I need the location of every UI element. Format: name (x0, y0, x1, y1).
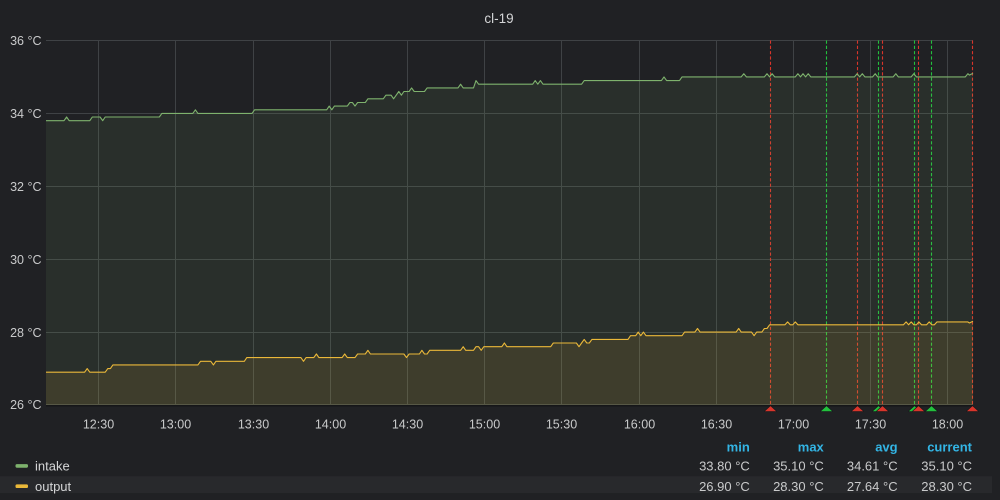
svg-text:14:30: 14:30 (392, 418, 423, 432)
svg-text:36 °C: 36 °C (10, 34, 41, 48)
svg-text:16:30: 16:30 (701, 418, 732, 432)
svg-text:26 °C: 26 °C (10, 398, 41, 412)
svg-text:14:00: 14:00 (315, 418, 346, 432)
svg-text:35.10 °C: 35.10 °C (921, 459, 972, 474)
svg-text:28 °C: 28 °C (10, 326, 41, 340)
svg-text:28.30 °C: 28.30 °C (773, 479, 824, 494)
svg-text:avg: avg (875, 440, 897, 455)
svg-text:17:30: 17:30 (855, 418, 886, 432)
svg-text:13:30: 13:30 (238, 418, 269, 432)
svg-text:28.30 °C: 28.30 °C (921, 479, 972, 494)
svg-text:output: output (35, 479, 72, 494)
svg-text:min: min (727, 440, 750, 455)
svg-text:26.90 °C: 26.90 °C (699, 479, 750, 494)
svg-text:18:00: 18:00 (932, 418, 963, 432)
svg-text:current: current (927, 440, 972, 455)
svg-text:15:30: 15:30 (546, 418, 577, 432)
svg-text:max: max (798, 440, 825, 455)
svg-text:17:00: 17:00 (778, 418, 809, 432)
svg-text:30 °C: 30 °C (10, 253, 41, 267)
svg-text:34 °C: 34 °C (10, 107, 41, 121)
svg-text:34.61 °C: 34.61 °C (847, 459, 898, 474)
svg-text:16:00: 16:00 (624, 418, 655, 432)
svg-text:35.10 °C: 35.10 °C (773, 459, 824, 474)
svg-text:32 °C: 32 °C (10, 180, 41, 194)
svg-text:cl-19: cl-19 (484, 11, 513, 26)
svg-text:33.80 °C: 33.80 °C (699, 459, 750, 474)
svg-text:15:00: 15:00 (469, 418, 500, 432)
svg-text:12:30: 12:30 (83, 418, 114, 432)
svg-text:intake: intake (35, 459, 70, 474)
svg-text:13:00: 13:00 (160, 418, 191, 432)
svg-text:27.64 °C: 27.64 °C (847, 479, 898, 494)
